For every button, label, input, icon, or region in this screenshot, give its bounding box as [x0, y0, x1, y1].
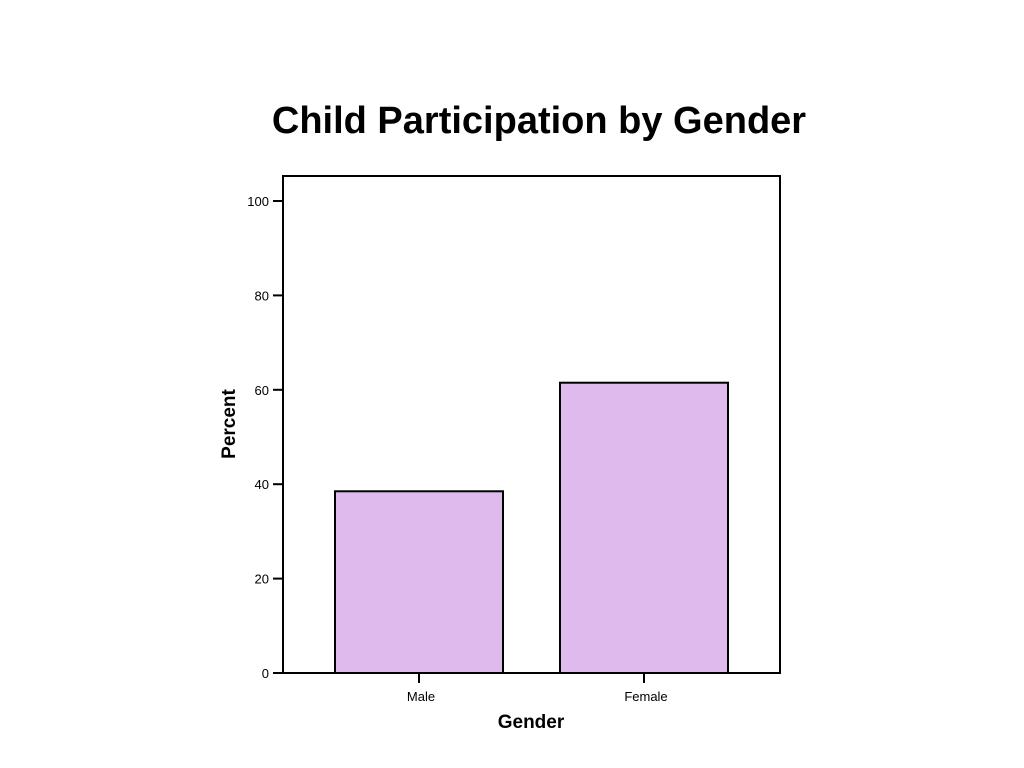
y-tick-label: 0 [262, 666, 269, 681]
y-tick-label: 40 [255, 477, 269, 492]
bar-male [334, 490, 504, 674]
y-axis-label: Percent [219, 388, 240, 458]
y-tick-label: 60 [255, 383, 269, 398]
bar-female [559, 381, 729, 674]
y-axis: 0 20 40 60 80 100 [247, 194, 283, 681]
y-tick-label: 80 [255, 288, 269, 303]
x-tick-label: Female [624, 689, 667, 704]
y-tick-label: 100 [247, 194, 269, 209]
bars-layer [334, 381, 729, 674]
x-axis: Male Female [407, 673, 668, 704]
chart-title: Child Participation by Gender [272, 100, 806, 142]
x-tick-label: Male [407, 689, 435, 704]
x-axis-label: Gender [498, 712, 565, 733]
plot-frame [282, 175, 781, 674]
y-tick-label: 20 [255, 572, 269, 587]
